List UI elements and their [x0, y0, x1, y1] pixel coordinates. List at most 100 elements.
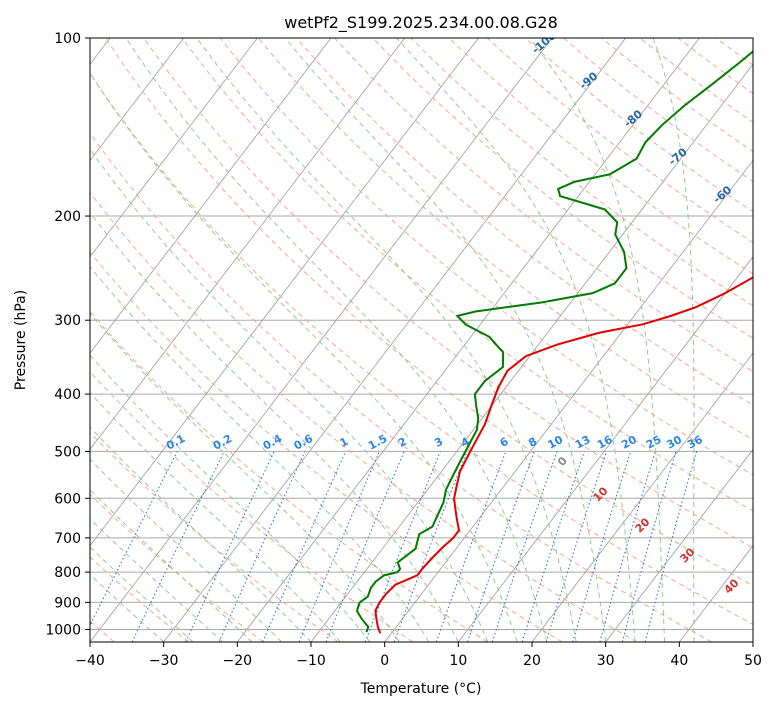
isotherm-10: [458, 256, 753, 642]
mixing-ratio-label: 1.5: [366, 432, 389, 453]
mixing-ratio-label: 0.4: [261, 432, 285, 453]
y-tick-label: 900: [54, 595, 81, 611]
isotherm-20: [531, 352, 753, 642]
isotherm-30: [605, 448, 753, 642]
isotherm--40: [90, 38, 553, 642]
mixing-ratio-line-3: [364, 451, 441, 642]
mixing-ratio-label: 13: [573, 433, 593, 452]
adiabat-label: -60: [711, 183, 735, 206]
x-axis-title: Temperature (°C): [360, 681, 482, 697]
y-tick-label: 200: [54, 209, 81, 225]
plot-area: 0.1 0.2 0.4 0.6 1 1.5 2 3 4 6 8 10 13 16 20 25 30 36-100-…: [90, 29, 775, 642]
moist-adiabat--10: [90, 426, 312, 642]
dry-adiabat-220: [715, 38, 753, 66]
mixing-ratio-line-25: [599, 451, 656, 642]
moist-adiabat-6: [90, 265, 430, 642]
dewpoint-line: [355, 50, 753, 633]
moist-adiabat--14: [90, 458, 282, 642]
moist-adiabat-42: [652, 38, 695, 642]
mixing-ratio-line-16: [545, 451, 607, 642]
dry-adiabat-0: [90, 371, 414, 642]
dry-adiabat-90: [219, 38, 753, 476]
mixing-ratio-label: 20: [619, 433, 639, 452]
isotherm--20: [237, 38, 700, 642]
dry-adiabat-120: [334, 38, 753, 372]
moist-adiabat-14: [90, 148, 489, 642]
moist-adiabat--22: [90, 518, 223, 642]
x-tick-label: −10: [296, 653, 326, 669]
isotherm--70: [90, 38, 332, 354]
moist-adiabat-label: 20: [633, 515, 653, 535]
moist-adiabat-label: 40: [722, 576, 742, 596]
y-tick-label: 400: [54, 387, 81, 403]
isotherm--30: [163, 38, 627, 642]
mixing-ratio-line-30: [621, 451, 677, 642]
moist-adiabat-lines: [90, 38, 695, 642]
moist-adiabat-label: 30: [678, 545, 698, 565]
x-tick-label: 40: [670, 653, 688, 669]
mixing-ratio-line-13: [521, 451, 585, 642]
dry-adiabat-100: [257, 38, 753, 441]
isotherm-50: [752, 641, 753, 642]
mixing-ratio-line-1.5: [298, 451, 380, 642]
moist-adiabat-10: [90, 211, 459, 642]
mixing-ratio-label: 10: [546, 433, 566, 452]
temperature-line: [374, 276, 753, 634]
moist-adiabat-34: [395, 38, 636, 642]
adiabat-label: -50: [755, 221, 775, 244]
adiabat-label: -70: [666, 145, 690, 168]
isotherm--80: [90, 38, 258, 258]
dry-adiabat-10: [90, 310, 488, 642]
dry-adiabat-40: [90, 132, 712, 642]
mixing-ratio-line-20: [572, 451, 632, 642]
isotherm--50: [90, 38, 479, 547]
x-tick-label: 30: [597, 653, 615, 669]
moist-adiabat-30: [284, 38, 607, 642]
mixing-ratio-line-0.1: [90, 451, 178, 627]
moist-adiabat-2: [90, 312, 400, 642]
mixing-ratio-label: 25: [644, 433, 664, 452]
mixing-ratio-line-2: [325, 451, 405, 642]
dry-adiabat-80: [181, 38, 753, 512]
adiabat-label: -80: [621, 107, 645, 130]
y-tick-label: 700: [54, 531, 81, 547]
moist-adiabat--2: [90, 354, 371, 642]
adiabat-label: -100: [529, 29, 559, 57]
mixing-ratio-line-0.2: [131, 451, 225, 642]
mixing-ratio-label: 16: [595, 433, 615, 452]
y-axis-title: Pressure (hPa): [13, 290, 29, 390]
dry-adiabat-110: [296, 38, 753, 406]
moist-adiabat-38: [528, 38, 666, 642]
isotherm-0: [384, 159, 753, 642]
moist-adiabat-22: [125, 38, 548, 642]
y-tick-label: 600: [54, 491, 81, 507]
mixing-ratio-label: 2: [396, 435, 409, 450]
dry-adiabat--20: [90, 493, 264, 642]
x-tick-label: 0: [380, 653, 389, 669]
profile-series: [355, 50, 753, 634]
x-tick-label: 10: [449, 653, 467, 669]
dry-adiabat-30: [90, 191, 638, 642]
dry-adiabat-50: [90, 72, 753, 625]
plot-frame: [89, 37, 754, 643]
isotherm--90: [90, 38, 185, 162]
x-tick-label: −20: [223, 653, 253, 669]
dry-adiabat-70: [143, 38, 753, 549]
x-axis-ticks: −40 −30 −20 −10 0 10 20 30 40 50: [75, 642, 762, 669]
mixing-ratio-label: 36: [685, 433, 705, 452]
mixing-ratio-lines: [90, 451, 698, 642]
moist-adiabat--6: [90, 392, 341, 642]
mixing-ratio-line-6: [435, 451, 507, 642]
isobar-lines: [90, 38, 753, 630]
mixing-ratio-label: 0.2: [211, 432, 234, 453]
dry-adiabat-140: [410, 38, 753, 307]
dry-adiabat-170: [525, 38, 753, 213]
y-tick-label: 800: [54, 565, 81, 581]
mixing-ratio-line-1: [262, 451, 347, 642]
mixing-ratio-label: 0.1: [164, 432, 187, 453]
dry-adiabat-60: [105, 38, 753, 587]
moist-adiabat-label: 0: [555, 454, 570, 469]
mixing-ratio-label: 3: [432, 435, 445, 450]
y-tick-label: 300: [54, 313, 81, 329]
